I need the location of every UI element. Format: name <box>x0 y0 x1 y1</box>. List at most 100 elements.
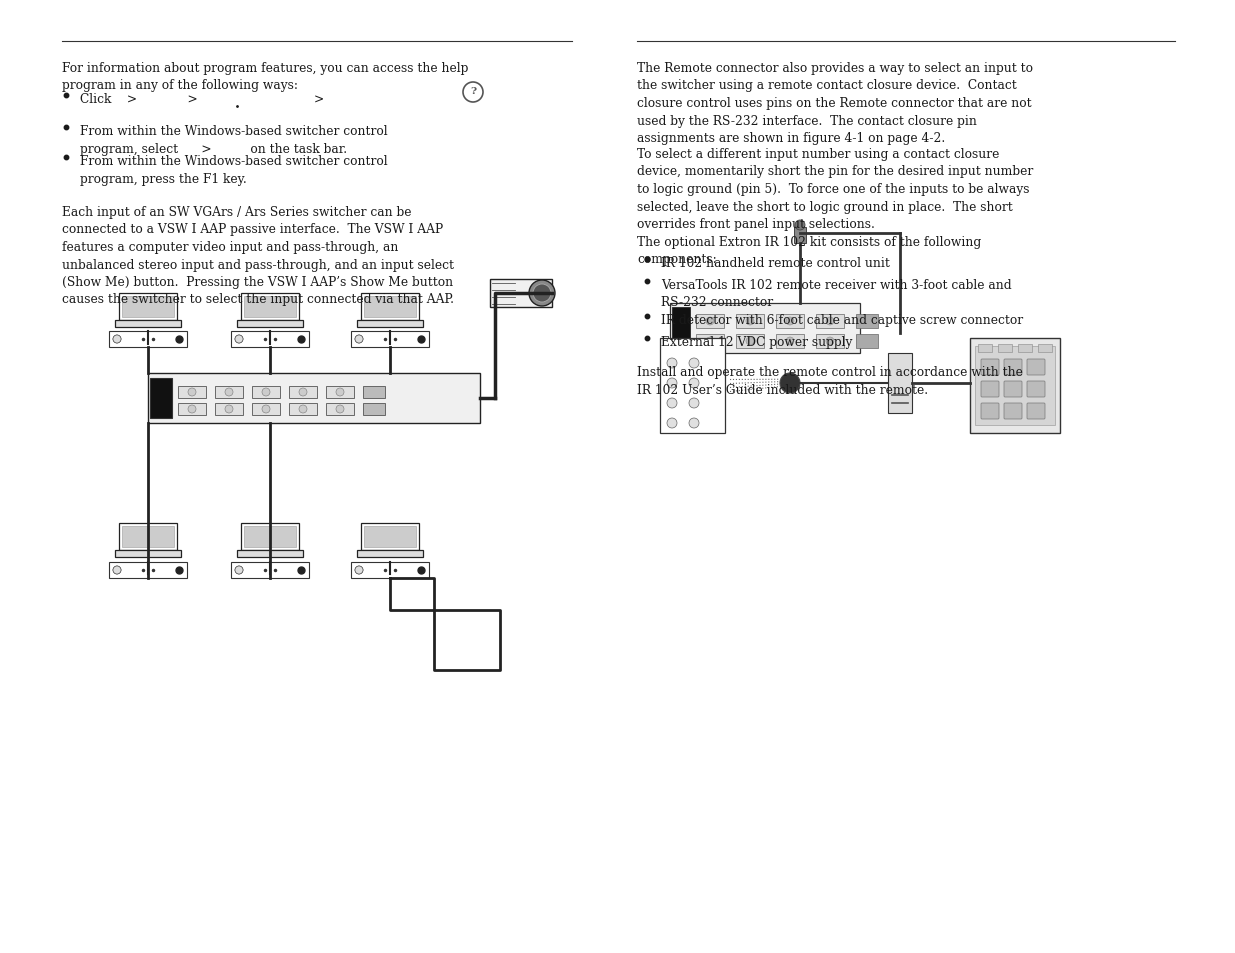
FancyBboxPatch shape <box>1028 381 1045 397</box>
Circle shape <box>188 406 196 414</box>
Circle shape <box>112 335 121 344</box>
FancyBboxPatch shape <box>364 296 416 318</box>
FancyBboxPatch shape <box>364 526 416 548</box>
Circle shape <box>689 358 699 369</box>
FancyBboxPatch shape <box>659 338 725 434</box>
FancyBboxPatch shape <box>326 387 354 398</box>
FancyBboxPatch shape <box>1018 345 1032 353</box>
FancyBboxPatch shape <box>981 403 999 419</box>
Circle shape <box>354 566 363 575</box>
Circle shape <box>112 335 121 344</box>
Circle shape <box>112 566 121 575</box>
FancyBboxPatch shape <box>109 332 186 348</box>
FancyBboxPatch shape <box>357 551 424 558</box>
FancyBboxPatch shape <box>119 294 177 321</box>
FancyBboxPatch shape <box>115 551 182 558</box>
FancyBboxPatch shape <box>231 562 309 578</box>
Circle shape <box>534 285 551 303</box>
Text: Install and operate the remote control in accordance with the
IR 102 User’s Guid: Install and operate the remote control i… <box>637 366 1023 396</box>
Circle shape <box>826 337 834 346</box>
Circle shape <box>689 378 699 389</box>
FancyBboxPatch shape <box>888 354 911 414</box>
Circle shape <box>354 335 363 344</box>
FancyBboxPatch shape <box>981 381 999 397</box>
FancyBboxPatch shape <box>981 359 999 375</box>
FancyBboxPatch shape <box>363 387 385 398</box>
FancyBboxPatch shape <box>1004 403 1023 419</box>
FancyBboxPatch shape <box>148 374 480 423</box>
FancyBboxPatch shape <box>215 387 243 398</box>
FancyBboxPatch shape <box>149 378 172 418</box>
FancyBboxPatch shape <box>816 335 844 349</box>
Text: From within the Windows-based switcher control
program, press the F1 key.: From within the Windows-based switcher c… <box>80 154 388 185</box>
Circle shape <box>746 337 755 346</box>
FancyBboxPatch shape <box>252 403 280 416</box>
FancyBboxPatch shape <box>974 347 1055 426</box>
FancyBboxPatch shape <box>736 335 764 349</box>
FancyBboxPatch shape <box>245 296 296 318</box>
FancyBboxPatch shape <box>363 403 385 416</box>
Circle shape <box>689 398 699 409</box>
Circle shape <box>354 566 363 575</box>
Circle shape <box>299 389 308 396</box>
FancyBboxPatch shape <box>115 321 182 328</box>
Circle shape <box>529 281 555 307</box>
FancyBboxPatch shape <box>736 314 764 329</box>
Circle shape <box>667 378 677 389</box>
FancyBboxPatch shape <box>969 338 1060 434</box>
Circle shape <box>235 566 243 575</box>
FancyBboxPatch shape <box>361 294 419 321</box>
FancyBboxPatch shape <box>856 314 878 329</box>
Text: The Remote connector also provides a way to select an input to
the switcher usin: The Remote connector also provides a way… <box>637 62 1032 145</box>
FancyBboxPatch shape <box>252 387 280 398</box>
Circle shape <box>746 317 755 326</box>
Circle shape <box>235 335 243 344</box>
FancyBboxPatch shape <box>1004 359 1023 375</box>
Text: Each input of an SW VGArs / Ars Series switcher can be
connected to a VSW I AAP : Each input of an SW VGArs / Ars Series s… <box>62 206 454 306</box>
Circle shape <box>826 317 834 326</box>
Text: IR 102 handheld remote control unit: IR 102 handheld remote control unit <box>661 256 890 270</box>
Circle shape <box>336 389 345 396</box>
FancyBboxPatch shape <box>776 314 804 329</box>
FancyBboxPatch shape <box>361 523 419 551</box>
FancyBboxPatch shape <box>109 562 186 578</box>
Text: The optional Extron IR 102 kit consists of the following
components:: The optional Extron IR 102 kit consists … <box>637 235 982 266</box>
FancyBboxPatch shape <box>1028 403 1045 419</box>
Text: From within the Windows-based switcher control
program, select      >          o: From within the Windows-based switcher c… <box>80 125 388 155</box>
FancyBboxPatch shape <box>671 304 860 354</box>
Circle shape <box>785 337 794 346</box>
Circle shape <box>262 406 270 414</box>
FancyBboxPatch shape <box>289 403 317 416</box>
Circle shape <box>781 374 800 394</box>
Circle shape <box>188 389 196 396</box>
FancyBboxPatch shape <box>122 526 174 548</box>
FancyBboxPatch shape <box>122 296 174 318</box>
Circle shape <box>667 418 677 429</box>
FancyBboxPatch shape <box>215 403 243 416</box>
Circle shape <box>299 406 308 414</box>
Text: Click    >             >                              >: Click > > > <box>80 92 325 106</box>
FancyBboxPatch shape <box>241 523 299 551</box>
FancyBboxPatch shape <box>326 403 354 416</box>
Circle shape <box>225 389 233 396</box>
Circle shape <box>785 317 794 326</box>
Text: External 12 VDC power supply: External 12 VDC power supply <box>661 335 852 349</box>
FancyBboxPatch shape <box>241 294 299 321</box>
FancyBboxPatch shape <box>1004 381 1023 397</box>
FancyBboxPatch shape <box>672 308 690 350</box>
FancyBboxPatch shape <box>357 321 424 328</box>
FancyBboxPatch shape <box>776 335 804 349</box>
FancyBboxPatch shape <box>119 523 177 551</box>
Text: To select a different input number using a contact closure
device, momentarily s: To select a different input number using… <box>637 148 1034 231</box>
Circle shape <box>235 566 243 575</box>
FancyBboxPatch shape <box>697 335 724 349</box>
Circle shape <box>112 566 121 575</box>
FancyBboxPatch shape <box>697 314 724 329</box>
Circle shape <box>689 418 699 429</box>
Circle shape <box>706 337 714 346</box>
FancyBboxPatch shape <box>351 562 429 578</box>
Text: For information about program features, you can access the help
program in any o: For information about program features, … <box>62 62 468 92</box>
Circle shape <box>262 389 270 396</box>
Circle shape <box>706 317 714 326</box>
FancyBboxPatch shape <box>178 403 206 416</box>
